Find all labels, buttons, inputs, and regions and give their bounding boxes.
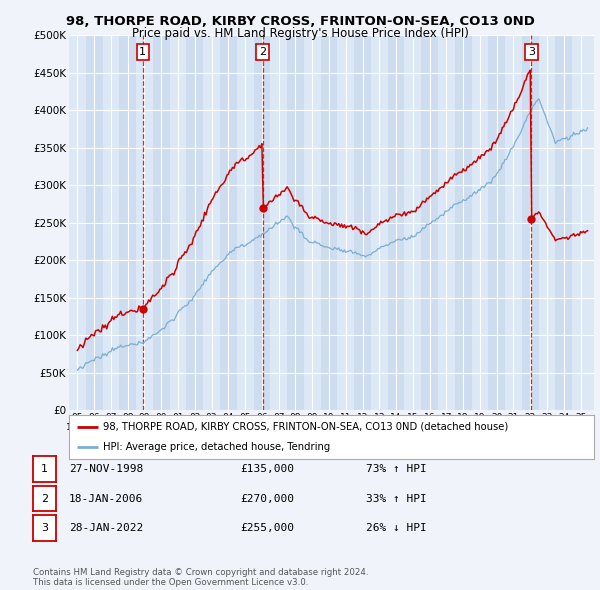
Text: 1: 1 — [139, 47, 146, 57]
Text: 98, THORPE ROAD, KIRBY CROSS, FRINTON-ON-SEA, CO13 0ND: 98, THORPE ROAD, KIRBY CROSS, FRINTON-ON… — [65, 15, 535, 28]
Bar — [254, 35, 270, 410]
Bar — [287, 35, 304, 410]
Bar — [388, 35, 404, 410]
Bar — [187, 35, 203, 410]
Text: 2: 2 — [41, 494, 48, 503]
Text: 2: 2 — [259, 47, 266, 57]
Text: 28-JAN-2022: 28-JAN-2022 — [69, 523, 143, 533]
Text: 1: 1 — [41, 464, 48, 474]
Bar — [522, 35, 539, 410]
Bar — [556, 35, 572, 410]
Text: Contains HM Land Registry data © Crown copyright and database right 2024.
This d: Contains HM Land Registry data © Crown c… — [33, 568, 368, 587]
Text: 27-NOV-1998: 27-NOV-1998 — [69, 464, 143, 474]
Text: Price paid vs. HM Land Registry's House Price Index (HPI): Price paid vs. HM Land Registry's House … — [131, 27, 469, 40]
Bar — [421, 35, 438, 410]
Bar — [320, 35, 337, 410]
Text: £135,000: £135,000 — [240, 464, 294, 474]
Text: 98, THORPE ROAD, KIRBY CROSS, FRINTON-ON-SEA, CO13 0ND (detached house): 98, THORPE ROAD, KIRBY CROSS, FRINTON-ON… — [103, 422, 508, 432]
Bar — [220, 35, 237, 410]
Text: 26% ↓ HPI: 26% ↓ HPI — [366, 523, 427, 533]
Text: 18-JAN-2006: 18-JAN-2006 — [69, 494, 143, 503]
Text: 33% ↑ HPI: 33% ↑ HPI — [366, 494, 427, 503]
Bar — [119, 35, 136, 410]
Text: £255,000: £255,000 — [240, 523, 294, 533]
Bar — [86, 35, 103, 410]
Text: 3: 3 — [41, 523, 48, 533]
Text: 3: 3 — [528, 47, 535, 57]
Text: £270,000: £270,000 — [240, 494, 294, 503]
Bar — [153, 35, 170, 410]
Bar — [354, 35, 371, 410]
Text: 73% ↑ HPI: 73% ↑ HPI — [366, 464, 427, 474]
Bar — [455, 35, 472, 410]
Text: HPI: Average price, detached house, Tendring: HPI: Average price, detached house, Tend… — [103, 442, 331, 452]
Bar — [488, 35, 505, 410]
